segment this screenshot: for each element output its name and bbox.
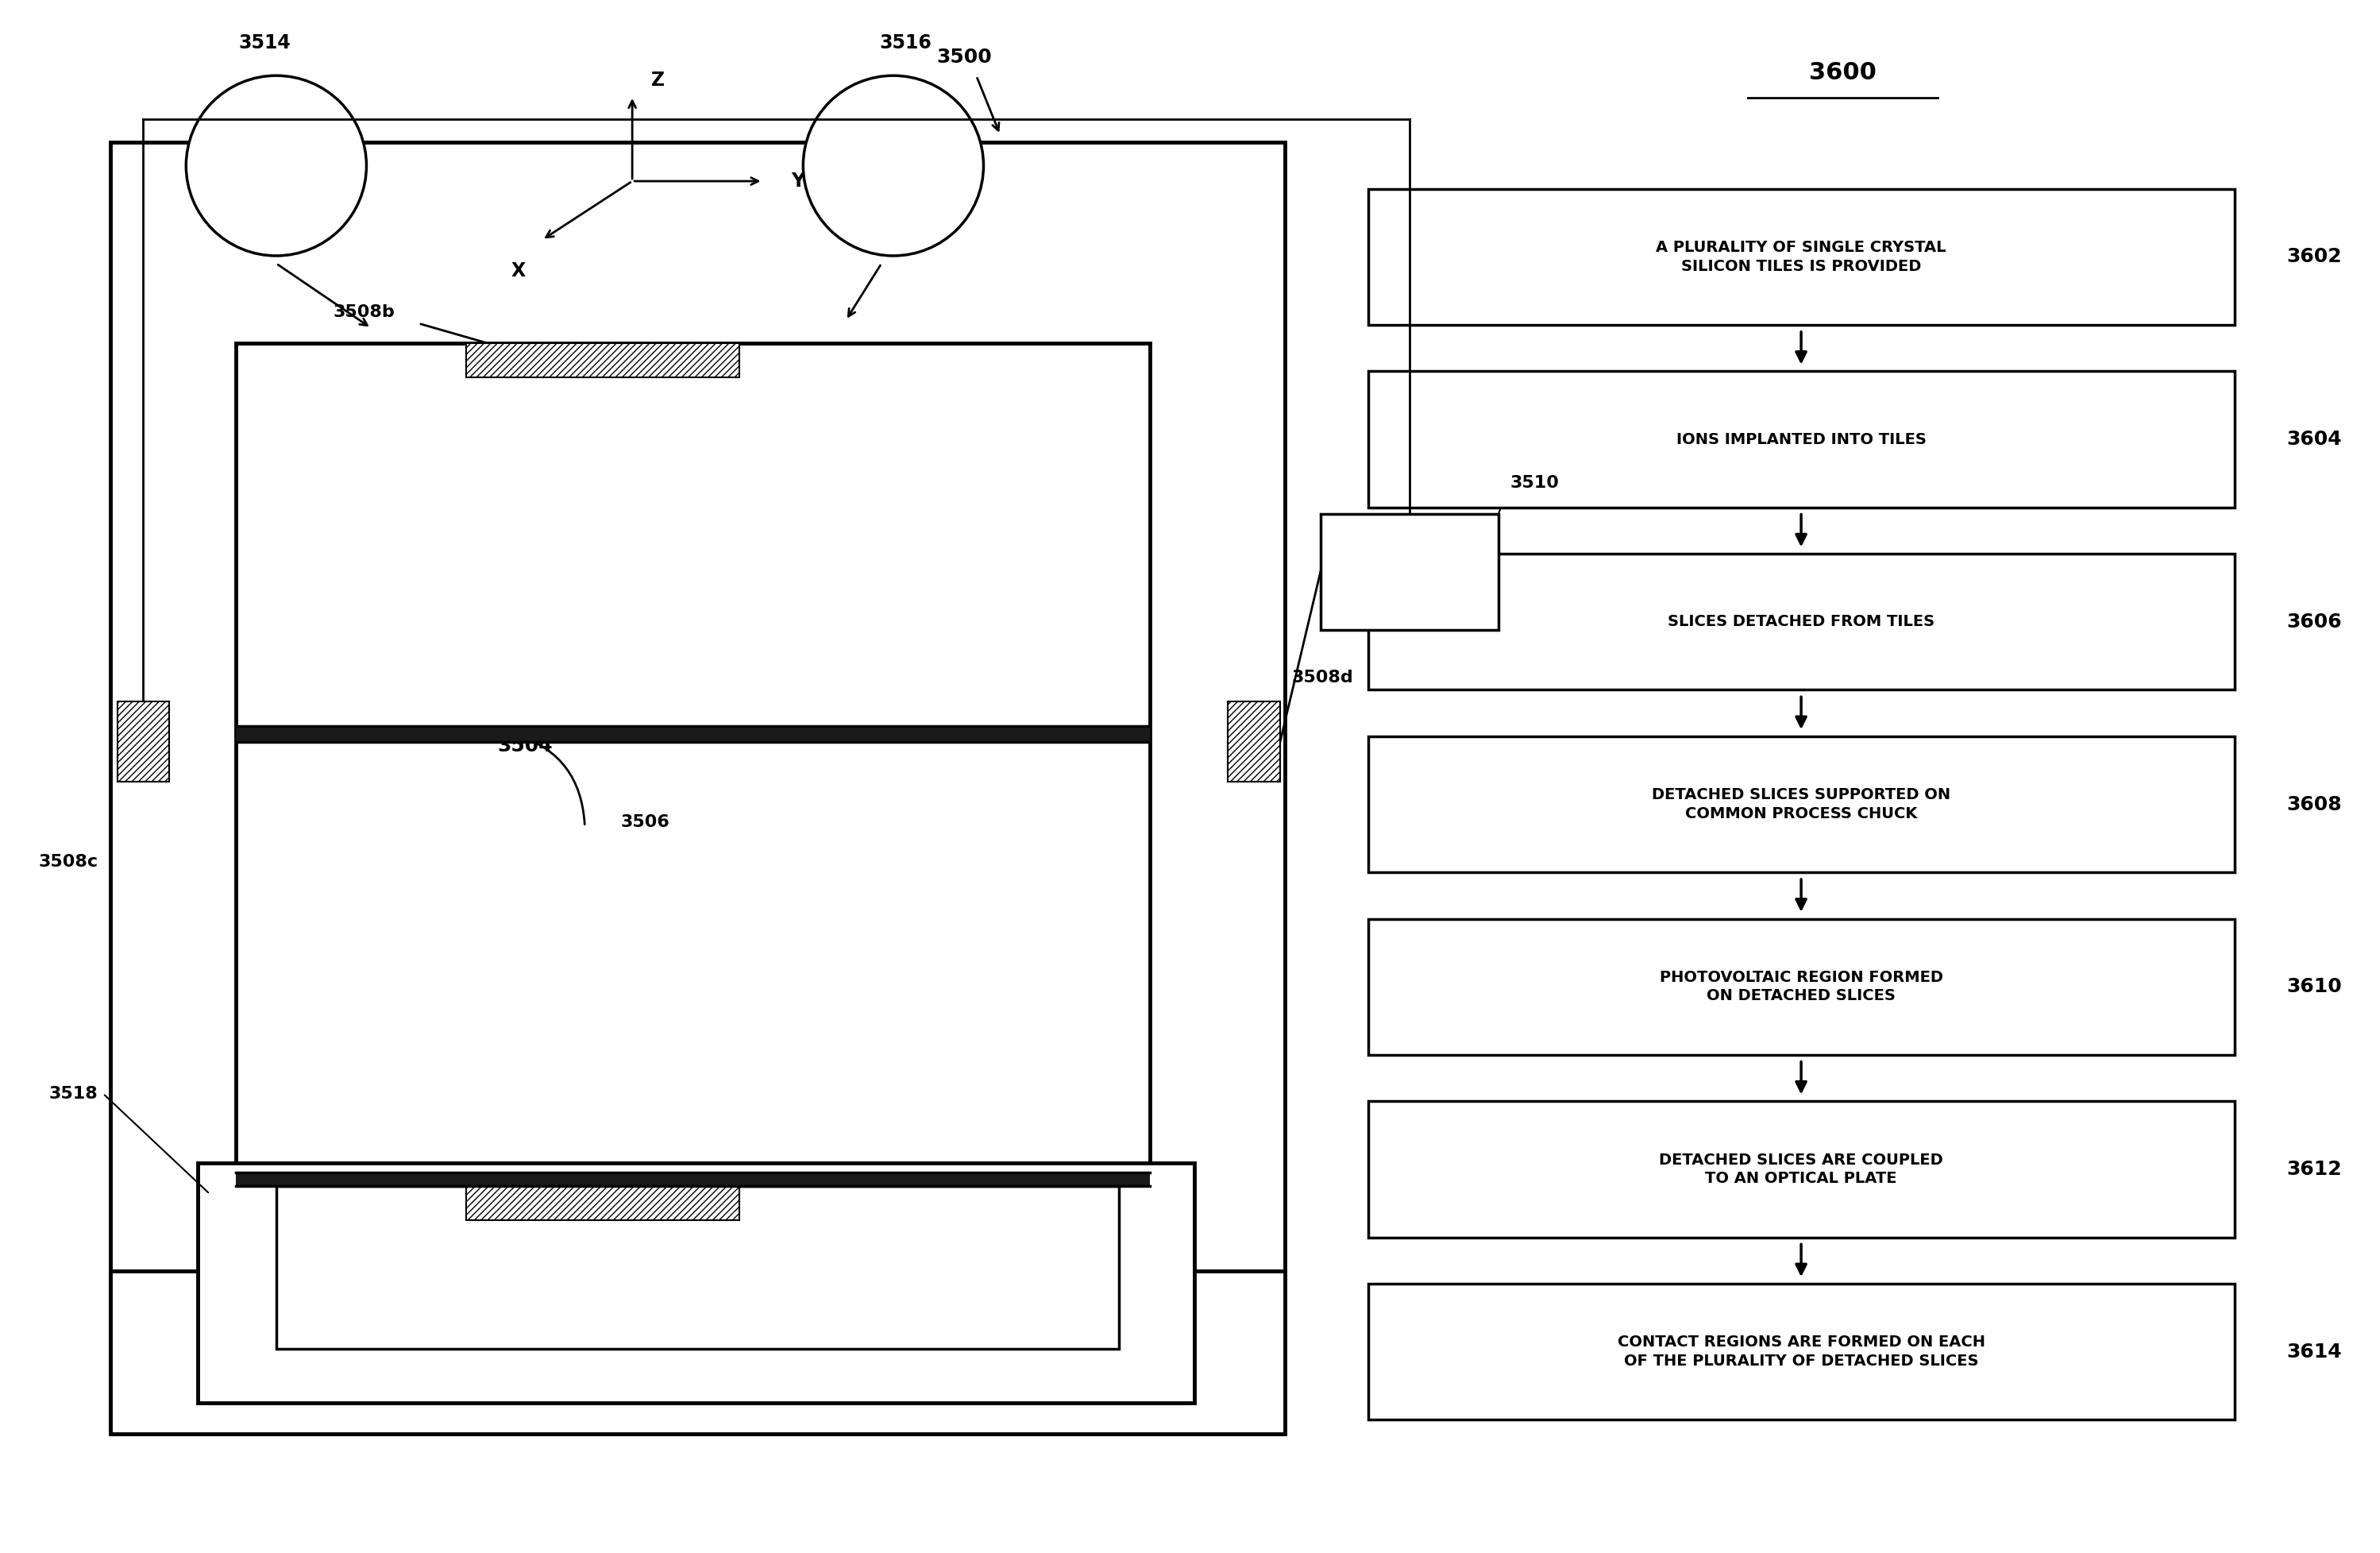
Bar <box>1368 554 2235 690</box>
Bar <box>1368 1284 2235 1419</box>
Bar <box>1368 1101 2235 1238</box>
Bar <box>236 1173 1150 1186</box>
Text: 3500: 3500 <box>938 48 992 67</box>
Text: CONTACT REGIONS ARE FORMED ON EACH
OF THE PLURALITY OF DETACHED SLICES: CONTACT REGIONS ARE FORMED ON EACH OF TH… <box>1618 1336 1985 1368</box>
Text: 3504: 3504 <box>497 736 552 755</box>
Text: 3518: 3518 <box>50 1086 98 1101</box>
Text: PHOTOVOLTAIC REGION FORMED
ON DETACHED SLICES: PHOTOVOLTAIC REGION FORMED ON DETACHED S… <box>1659 971 1942 1003</box>
Text: SLICES DETACHED FROM TILES: SLICES DETACHED FROM TILES <box>1668 615 1935 629</box>
Text: 3606: 3606 <box>2287 612 2342 632</box>
Text: 3508a: 3508a <box>650 1194 709 1210</box>
Text: 3508b: 3508b <box>333 304 395 320</box>
Bar <box>1368 919 2235 1054</box>
Bar <box>1228 702 1280 781</box>
Bar <box>198 1163 1195 1402</box>
Text: 3604: 3604 <box>2287 430 2342 449</box>
Text: Z: Z <box>652 71 664 90</box>
Ellipse shape <box>186 76 367 256</box>
Bar <box>276 1186 1119 1348</box>
Bar <box>1368 189 2235 325</box>
Text: 3510: 3510 <box>1511 475 1559 491</box>
Text: DETACHED SLICES SUPPORTED ON
COMMON PROCESS CHUCK: DETACHED SLICES SUPPORTED ON COMMON PROC… <box>1652 787 1952 822</box>
Text: 3514: 3514 <box>238 33 290 53</box>
Bar <box>466 1186 740 1221</box>
Text: 3602: 3602 <box>2287 247 2342 267</box>
Bar <box>109 1272 1285 1433</box>
Text: X: X <box>512 261 526 281</box>
Bar <box>466 343 740 377</box>
Bar <box>1368 736 2235 873</box>
Text: 3608: 3608 <box>2287 795 2342 814</box>
Text: 3600: 3600 <box>1809 62 1875 84</box>
Text: Voltage
Supply: Voltage Supply <box>1378 556 1440 587</box>
Text: 3508d: 3508d <box>1292 669 1354 686</box>
Text: 3508c: 3508c <box>38 854 98 870</box>
Ellipse shape <box>802 76 983 256</box>
Text: DETACHED SLICES ARE COUPLED
TO AN OPTICAL PLATE: DETACHED SLICES ARE COUPLED TO AN OPTICA… <box>1659 1152 1942 1186</box>
Bar <box>109 143 1285 1433</box>
Text: A PLURALITY OF SINGLE CRYSTAL
SILICON TILES IS PROVIDED: A PLURALITY OF SINGLE CRYSTAL SILICON TI… <box>1656 241 1947 273</box>
Text: Y: Y <box>790 172 804 191</box>
Text: 3506: 3506 <box>621 814 669 829</box>
Text: 3610: 3610 <box>2287 977 2342 997</box>
Text: 3612: 3612 <box>2287 1160 2342 1179</box>
Bar <box>1321 514 1499 629</box>
Text: IONS IMPLANTED INTO TILES: IONS IMPLANTED INTO TILES <box>1676 432 1925 447</box>
Bar <box>1368 371 2235 508</box>
Bar <box>236 343 1150 1249</box>
Bar <box>117 702 169 781</box>
Text: 3614: 3614 <box>2287 1342 2342 1362</box>
Bar <box>236 727 1150 741</box>
Text: 3516: 3516 <box>878 33 931 53</box>
